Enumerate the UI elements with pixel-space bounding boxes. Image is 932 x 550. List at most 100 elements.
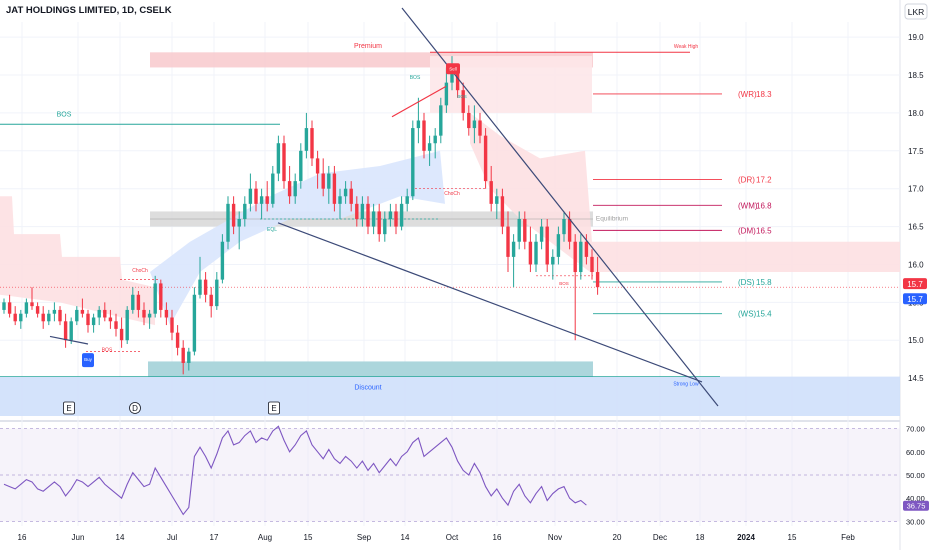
event-marker[interactable]: D xyxy=(129,402,141,414)
candle-body[interactable] xyxy=(545,226,549,265)
candle-body[interactable] xyxy=(13,313,17,322)
candle-body[interactable] xyxy=(450,67,454,83)
candle-body[interactable] xyxy=(63,321,68,341)
event-marker[interactable]: E xyxy=(268,401,280,415)
candle-body[interactable] xyxy=(388,211,393,219)
candle-body[interactable] xyxy=(35,306,40,314)
candle-body[interactable] xyxy=(2,302,6,310)
candle-body[interactable] xyxy=(584,241,589,257)
candle-body[interactable] xyxy=(332,173,337,204)
candle-body[interactable] xyxy=(187,351,191,363)
buy-signal-badge[interactable] xyxy=(82,353,94,368)
candle-body[interactable] xyxy=(7,302,12,314)
candle-body[interactable] xyxy=(69,321,73,341)
candle-body[interactable] xyxy=(349,188,353,204)
candle-body[interactable] xyxy=(511,241,516,257)
candle-body[interactable] xyxy=(523,219,527,242)
candle-body[interactable] xyxy=(427,143,432,151)
candle-body[interactable] xyxy=(422,120,426,151)
candle-body[interactable] xyxy=(338,196,342,204)
candle-body[interactable] xyxy=(147,313,152,318)
dividend-marker[interactable] xyxy=(129,402,141,414)
currency-badge[interactable] xyxy=(904,3,928,20)
rsi-line[interactable] xyxy=(3,425,587,516)
candle-body[interactable] xyxy=(19,313,23,322)
candle-body[interactable] xyxy=(489,181,493,204)
candle-body[interactable] xyxy=(439,105,443,136)
candle-body[interactable] xyxy=(30,302,34,307)
candle-body[interactable] xyxy=(383,219,387,235)
candle-body[interactable] xyxy=(534,241,538,265)
candle-layer[interactable] xyxy=(2,56,600,375)
candle-body[interactable] xyxy=(209,294,213,307)
candle-body[interactable] xyxy=(41,313,45,322)
candle-body[interactable] xyxy=(567,219,572,242)
candle-body[interactable] xyxy=(528,241,533,265)
candle-body[interactable] xyxy=(500,196,505,227)
descending-trend-line[interactable] xyxy=(401,7,719,407)
candle-body[interactable] xyxy=(433,135,437,144)
candle-body[interactable] xyxy=(595,272,600,288)
candle-body[interactable] xyxy=(226,203,230,242)
candle-body[interactable] xyxy=(495,196,499,204)
candle-body[interactable] xyxy=(80,309,85,314)
zigzag-line-left[interactable] xyxy=(49,335,89,345)
candle-body[interactable] xyxy=(91,317,96,326)
candle-body[interactable] xyxy=(416,120,421,129)
earnings-marker[interactable] xyxy=(63,401,75,415)
candle-body[interactable] xyxy=(215,279,219,307)
event-marker[interactable]: E xyxy=(63,401,75,415)
candle-body[interactable] xyxy=(136,294,141,310)
candle-body[interactable] xyxy=(282,143,286,182)
candle-body[interactable] xyxy=(394,211,398,227)
candle-body[interactable] xyxy=(573,241,577,273)
candle-body[interactable] xyxy=(310,128,314,159)
trend-line-layer[interactable] xyxy=(49,7,719,407)
candle-body[interactable] xyxy=(551,256,555,265)
candle-body[interactable] xyxy=(327,173,331,189)
candle-body[interactable] xyxy=(539,226,544,242)
candle-body[interactable] xyxy=(237,219,241,227)
candle-body[interactable] xyxy=(153,283,157,314)
candle-body[interactable] xyxy=(58,309,62,322)
support-trend-line[interactable] xyxy=(277,222,703,383)
candle-body[interactable] xyxy=(52,309,57,314)
candle-body[interactable] xyxy=(556,234,561,257)
candle-body[interactable] xyxy=(321,173,325,189)
candle-body[interactable] xyxy=(220,241,225,280)
candle-body[interactable] xyxy=(75,309,79,322)
candle-body[interactable] xyxy=(108,317,113,322)
candle-body[interactable] xyxy=(371,211,376,227)
candle-body[interactable] xyxy=(444,82,449,106)
candle-body[interactable] xyxy=(97,309,101,318)
candle-body[interactable] xyxy=(47,313,51,322)
candle-body[interactable] xyxy=(377,211,381,235)
candle-body[interactable] xyxy=(125,309,129,341)
candle-body[interactable] xyxy=(119,328,124,341)
rsi-pane[interactable] xyxy=(0,425,900,522)
candle-body[interactable] xyxy=(175,332,180,348)
candle-body[interactable] xyxy=(243,203,247,219)
candle-body[interactable] xyxy=(203,279,208,295)
candle-body[interactable] xyxy=(254,188,258,204)
candle-body[interactable] xyxy=(467,112,471,129)
candle-body[interactable] xyxy=(287,181,292,197)
candle-body[interactable] xyxy=(472,120,477,129)
candle-body[interactable] xyxy=(478,120,482,136)
candle-body[interactable] xyxy=(483,135,488,182)
candle-body[interactable] xyxy=(315,158,320,174)
candle-body[interactable] xyxy=(164,309,169,318)
candle-body[interactable] xyxy=(299,150,303,182)
candle-body[interactable] xyxy=(405,196,409,204)
earnings-marker[interactable] xyxy=(268,401,280,415)
candle-body[interactable] xyxy=(231,203,236,227)
candle-body[interactable] xyxy=(86,313,90,326)
candle-body[interactable] xyxy=(590,256,594,273)
candle-body[interactable] xyxy=(131,294,135,310)
candle-body[interactable] xyxy=(103,309,107,318)
candle-body[interactable] xyxy=(411,128,415,197)
candle-body[interactable] xyxy=(360,203,365,219)
candle-body[interactable] xyxy=(562,219,566,235)
candle-body[interactable] xyxy=(399,203,404,227)
candle-body[interactable] xyxy=(506,226,510,257)
